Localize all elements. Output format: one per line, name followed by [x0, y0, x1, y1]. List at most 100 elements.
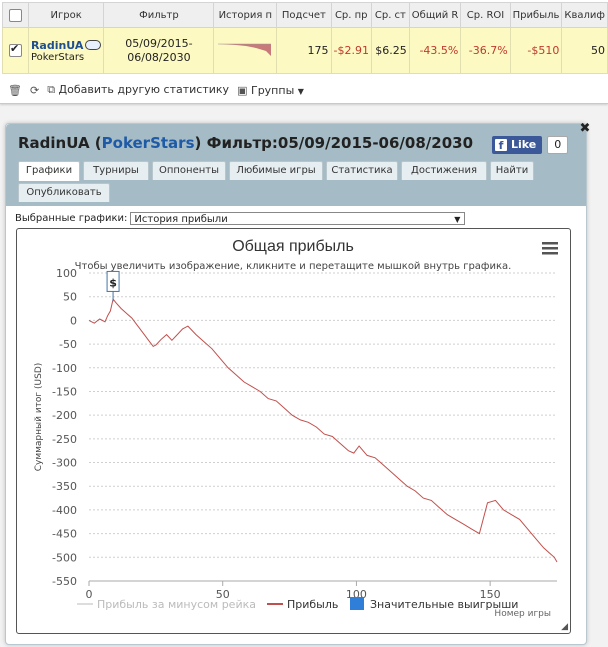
- panel-player-name: RadinUA: [18, 134, 90, 152]
- chart-selector-row: Выбранные графики: История прибыли ▼: [15, 212, 466, 225]
- groups-icon: ▣: [237, 83, 248, 97]
- filter-cell: 05/09/2015- 06/08/2030: [103, 27, 215, 74]
- column-header[interactable]: Ср. ROI: [460, 2, 511, 28]
- big-win-flag[interactable]: $: [106, 270, 120, 302]
- tab-achievements[interactable]: Достижения: [401, 161, 487, 180]
- y-tick-label: -100: [52, 362, 77, 375]
- table-toolbar: 🗑 ⟳ ⧉ Добавить другую статистику ▣ Групп…: [8, 82, 304, 98]
- player-panel: RadinUA (PokerStars) Фильтр:05/09/2015-0…: [5, 122, 590, 645]
- y-tick-label: -500: [52, 551, 77, 564]
- refresh-icon[interactable]: ⟳: [29, 83, 40, 97]
- select-all-header[interactable]: [2, 2, 29, 28]
- close-icon[interactable]: ✖: [579, 121, 591, 136]
- row-select-cell[interactable]: [2, 27, 29, 74]
- select-all-checkbox[interactable]: [8, 8, 22, 22]
- column-header[interactable]: Ср. ст: [370, 2, 410, 28]
- legend-symbol: [350, 597, 364, 610]
- column-header[interactable]: Подсчет: [276, 2, 332, 28]
- series-line-profit: [88, 297, 558, 563]
- x-tick-label: 0: [86, 588, 93, 601]
- y-tick-label: -250: [52, 433, 77, 446]
- tab-tournaments[interactable]: Турниры: [83, 161, 149, 180]
- like-count: 0: [547, 136, 569, 154]
- legend-item-big-wins[interactable]: Значительные выигрыши: [350, 597, 518, 611]
- y-tick-label: 100: [56, 267, 77, 280]
- legend-label: Прибыль: [287, 598, 338, 611]
- avg-stake-cell: $6.25: [370, 27, 410, 74]
- player-network: PokerStars: [30, 51, 85, 63]
- column-header[interactable]: История п: [213, 2, 278, 28]
- column-header[interactable]: Ср. пр: [330, 2, 372, 28]
- tab-favorite-games[interactable]: Любимые игры: [229, 161, 323, 180]
- qualif-cell: 50: [561, 27, 608, 74]
- chevron-down-icon: ▼: [297, 86, 304, 96]
- panel-filter-label: Фильтр:05/09/2015-06/08/2030: [206, 134, 474, 152]
- avg-roi-cell: -36.7%: [460, 27, 511, 74]
- grid-lines: [89, 272, 557, 582]
- panel-header: RadinUA (PokerStars) Фильтр:05/09/2015-0…: [6, 122, 590, 206]
- results-table: Игрок Фильтр История п Подсчет Ср. пр Ср…: [2, 2, 608, 74]
- x-tick-label: 150: [480, 588, 501, 601]
- panel-title: RadinUA (PokerStars) Фильтр:05/09/2015-0…: [18, 134, 474, 152]
- groups-dropdown[interactable]: ▣ Группы ▼: [237, 84, 304, 97]
- y-tick-label: -150: [52, 385, 77, 398]
- resize-grip-icon[interactable]: ◢: [561, 622, 568, 632]
- column-header[interactable]: Прибыль: [509, 2, 563, 28]
- profit-cell: -$510: [509, 27, 563, 74]
- chart-title: Общая прибыль: [232, 238, 354, 255]
- y-tick-label: -200: [52, 409, 77, 422]
- trash-icon[interactable]: 🗑: [8, 83, 22, 97]
- y-tick-label: -400: [52, 504, 77, 517]
- x-axis: 0 50 100 150: [86, 580, 557, 601]
- flag-label: $: [109, 276, 117, 289]
- facebook-icon: f: [495, 139, 507, 152]
- tab-statistics[interactable]: Статистика: [326, 161, 398, 180]
- network-badge-icon: [85, 40, 102, 50]
- y-tick-label: 50: [63, 291, 77, 304]
- facebook-like: f Like 0: [492, 136, 569, 154]
- panel-network-link[interactable]: PokerStars: [101, 134, 195, 152]
- tab-charts[interactable]: Графики: [18, 161, 80, 181]
- flag-box: [106, 270, 120, 292]
- tab-opponents[interactable]: Оппоненты: [152, 161, 226, 180]
- column-header[interactable]: Фильтр: [103, 2, 215, 28]
- tab-publish[interactable]: Опубликовать: [18, 183, 110, 202]
- history-sparkline-cell[interactable]: [213, 27, 278, 74]
- like-button[interactable]: f Like: [492, 136, 543, 154]
- y-axis-label: Суммарный итог (USD): [34, 363, 44, 472]
- like-label: Like: [511, 138, 537, 151]
- player-cell[interactable]: RadinUA PokerStars: [27, 27, 105, 74]
- chart-svg[interactable]: Общая прибыль Чтобы увеличить изображени…: [17, 229, 570, 633]
- column-header[interactable]: Общий R: [408, 2, 462, 28]
- add-stats-button[interactable]: ⧉ Добавить другую статистику: [47, 83, 229, 97]
- row-checkbox[interactable]: [8, 42, 22, 58]
- column-header[interactable]: Квалиф: [561, 2, 608, 28]
- results-panel: Игрок Фильтр История п Подсчет Ср. пр Ср…: [0, 0, 608, 104]
- x-axis-label: Номер игры: [494, 609, 551, 619]
- legend-item-net-profit[interactable]: Прибыль за минусом рейка: [77, 598, 256, 611]
- x-tick-label: 50: [216, 588, 230, 601]
- y-tick-label: -50: [59, 338, 77, 351]
- profit-sparkline: [218, 43, 272, 56]
- y-axis: 100 50 0 -50 -100 -150 -200 -250 -300 -350 -400 -45…: [52, 267, 77, 588]
- chart-selector-label: Выбранные графики:: [15, 213, 128, 224]
- y-tick-label: -350: [52, 480, 77, 493]
- count-cell: 175: [276, 27, 332, 74]
- tab-search[interactable]: Найти: [490, 161, 534, 180]
- legend-label: Прибыль за минусом рейка: [97, 598, 256, 611]
- profit-chart[interactable]: Общая прибыль Чтобы увеличить изображени…: [16, 228, 571, 634]
- table-row[interactable]: RadinUA PokerStars 05/09/2015- 06/08/203…: [2, 27, 608, 74]
- add-stats-label: Добавить другую статистику: [58, 83, 230, 96]
- total-roi-cell: -43.5%: [408, 27, 462, 74]
- legend-item-profit[interactable]: Прибыль: [267, 598, 338, 611]
- chart-legend: Прибыль за минусом рейка Прибыль Значитель…: [77, 597, 518, 611]
- y-tick-label: -550: [52, 575, 77, 588]
- menu-icon[interactable]: [542, 242, 558, 255]
- table-icon: ⧉: [47, 83, 56, 96]
- chart-select[interactable]: История прибыли ▼: [130, 212, 466, 225]
- legend-label: Значительные выигрыши: [370, 598, 518, 611]
- column-header[interactable]: Игрок: [27, 2, 105, 28]
- series-layer: [88, 297, 558, 563]
- chart-select-value: История прибыли: [134, 214, 228, 225]
- player-name-link[interactable]: RadinUA: [30, 38, 84, 52]
